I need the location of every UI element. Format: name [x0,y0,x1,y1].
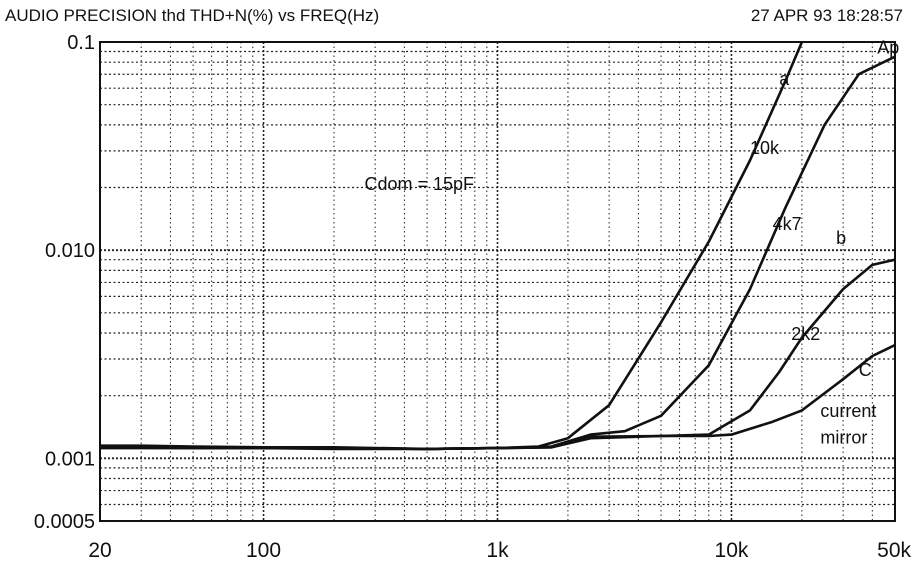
tick-labels: 20 100 1k 10k 50k 0.1 0.010 0.001 0.0005 [34,32,912,562]
chart-timestamp: 27 APR 93 18:28:57 [751,6,903,25]
series-lines [99,41,896,451]
annotation-label: 4k7 [773,214,802,234]
y-tick-label: 0.1 [67,32,95,54]
y-tick-label: 0.010 [45,240,95,262]
annotation-label: 10k [750,138,780,158]
x-tick-label: 100 [246,539,281,562]
y-tick-label: 0.0005 [34,511,95,533]
series-line [100,343,896,451]
annotation-label: mirror [820,427,867,447]
x-tick-label: 20 [88,539,111,562]
annotation-label: current [820,401,876,421]
annotation-label: Cdom = 15pF [364,174,474,194]
annotation-label: a [779,69,790,89]
x-tick-label: 10k [715,539,749,562]
chart-title: AUDIO PRECISION thd THD+N(%) vs FREQ(Hz) [5,6,379,25]
y-tick-label: 0.001 [45,448,95,470]
annotation-label: 2k2 [791,324,820,344]
plot-frame [99,41,896,522]
annotation-label: Ap [877,38,899,58]
annotation-label: b [836,228,846,248]
x-tick-label: 1k [486,539,509,562]
annotation-label: C [859,360,872,380]
x-tick-label: 50k [877,539,911,562]
